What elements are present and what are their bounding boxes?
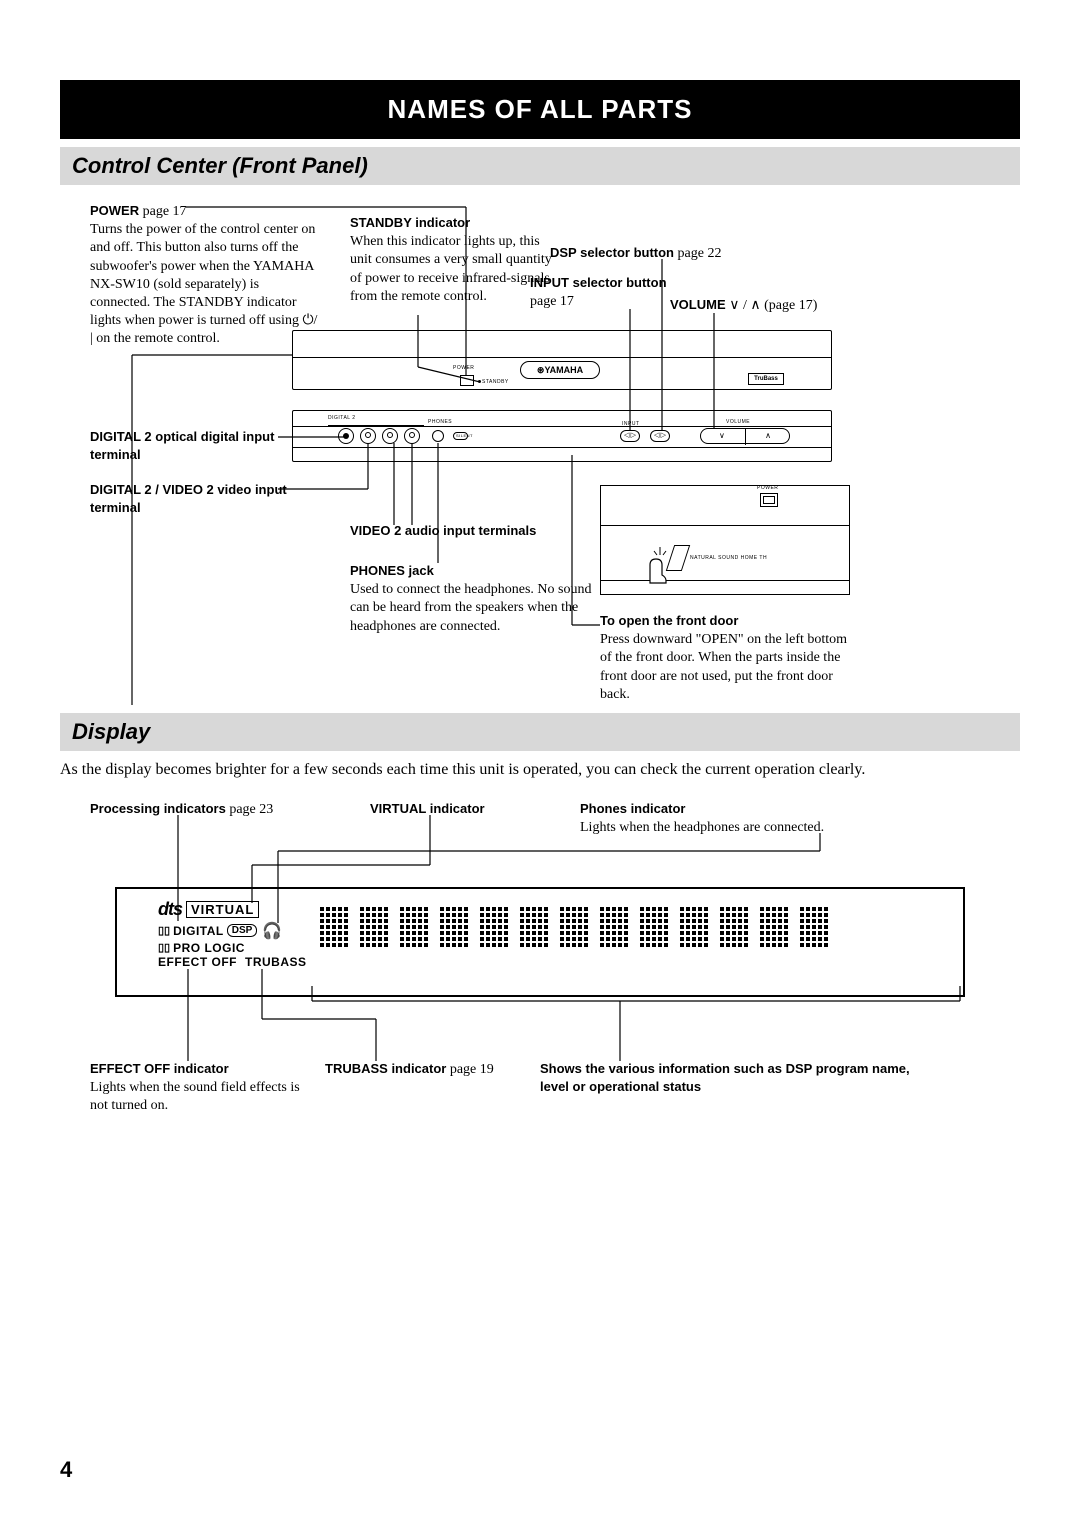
callout-virtual: VIRTUAL indicator [370,801,485,819]
callout-digital2-optical: DIGITAL 2 optical digital input terminal [90,429,290,465]
callout-phones: PHONES jack Used to connect the headphon… [350,563,610,636]
dsp-indicator-box: DSP [227,924,258,937]
callout-video2-audio: VIDEO 2 audio input terminals [350,523,550,541]
display-intro: As the display becomes brighter for a fe… [60,759,1020,781]
callout-digital2-video: DIGITAL 2 / VIDEO 2 video input terminal [90,482,290,518]
volume-button-group: ∨ ∧ [700,428,790,444]
terminal-optical [338,428,354,444]
terminal-audio-r [404,428,420,444]
dts-icon: dts [158,899,182,920]
trubass-badge: TruBass [748,373,784,385]
callout-input: INPUT selector button page 17 [530,275,670,311]
device-divider [292,357,832,358]
section-front-panel-heading: Control Center (Front Panel) [60,147,1020,185]
callout-dsp: DSP selector button page 22 [550,245,810,263]
effect-off-text: EFFECT OFF [158,955,237,969]
phones-jack-icon [432,430,444,442]
door-open-illustration [600,485,850,595]
display-indicators-block: dts VIRTUAL ▯▯ DIGITAL DSP 🎧 ▯▯ PRO LOGI… [158,899,307,969]
page-title: NAMES OF ALL PARTS [60,80,1020,139]
headphones-icon: 🎧 [262,921,282,941]
front-panel-diagram: POWER page 17 Turns the power of the con… [60,185,1020,705]
page-number: 4 [60,1457,72,1483]
callout-info: Shows the various information such as DS… [540,1061,920,1097]
callout-front-door: To open the front door Press downward "O… [600,613,860,704]
callout-processing: Processing indicators page 23 [90,801,273,819]
callout-volume: VOLUME ∨ / ∧ (page 17) [670,297,950,315]
input-button-icon: ◁▷ [620,430,640,442]
power-label: POWER [453,365,474,371]
terminal-video [360,428,376,444]
trubass-text: TRUBASS [245,955,307,969]
standby-label: STANDBY [482,379,509,385]
callout-phones-ind: Phones indicator Lights when the headpho… [580,801,940,837]
power-button-icon [460,375,474,386]
callout-trubass: TRUBASS indicator page 19 [325,1061,545,1079]
brand-logo: ⊛YAMAHA [520,361,600,379]
standby-led [478,380,481,383]
terminal-audio-l [382,428,398,444]
virtual-indicator-box: VIRTUAL [186,901,259,918]
dsp-button-icon: ◁▷ [650,430,670,442]
callout-standby: STANDBY indicator When this indicator li… [350,215,560,306]
callout-power: POWER page 17 Turns the power of the con… [90,203,320,349]
dot-matrix-display [320,907,828,947]
section-display-heading: Display [60,713,1020,751]
display-diagram: Processing indicators page 23 VIRTUAL in… [60,791,1020,1151]
callout-effect-off: EFFECT OFF indicator Lights when the sou… [90,1061,300,1116]
